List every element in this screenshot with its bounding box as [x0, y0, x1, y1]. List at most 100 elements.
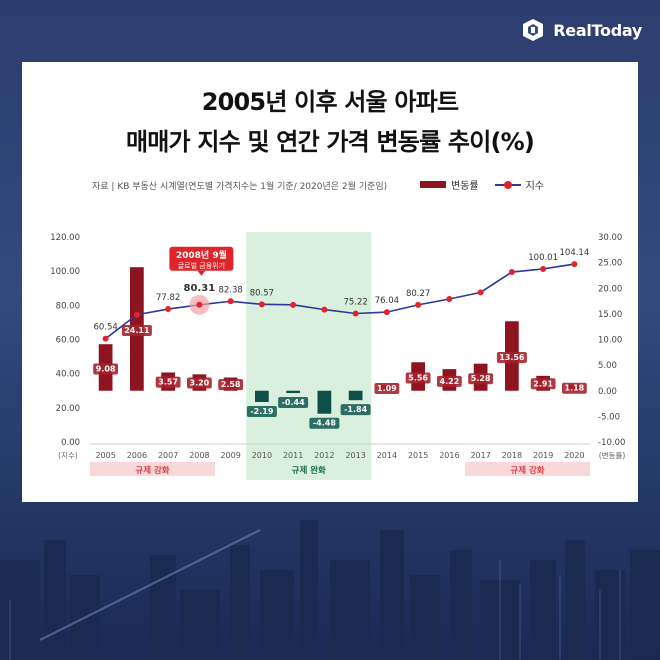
y-left-tick-label: 100.00 [50, 267, 80, 277]
brand-logo-icon [523, 19, 544, 41]
bar-value-label: 2.91 [533, 379, 553, 388]
index-point-2011 [290, 301, 297, 308]
x-tick-label: 2020 [564, 451, 584, 460]
index-point-2020 [571, 261, 578, 268]
index-point-2007 [165, 306, 172, 313]
legend: 변동률 지수 [420, 177, 544, 192]
index-point-2014 [383, 309, 390, 316]
x-tick-label: 2005 [95, 451, 115, 460]
bar-value-label: 3.20 [190, 379, 210, 388]
legend-line-swatch [494, 180, 521, 190]
index-point-2019 [540, 265, 547, 272]
legend-bar-swatch [420, 181, 446, 188]
index-point-2009 [227, 298, 234, 305]
chart-title: 2005년 이후 서울 아파트 매매가 지수 및 연간 가격 변동률 추이(%) [22, 82, 638, 162]
index-value-label: 80.31 [184, 283, 216, 294]
index-line [105, 263, 575, 340]
y-left-tick-label: 60.00 [56, 336, 80, 346]
x-tick-label: 2015 [408, 451, 428, 460]
legend-item-line: 지수 [494, 177, 544, 192]
index-value-label: 80.27 [406, 289, 430, 299]
period-label-1: 규제 완화 [292, 465, 326, 476]
bar-label-bg [186, 377, 212, 389]
annotation-box [169, 246, 234, 271]
bar-label-bg [405, 372, 431, 384]
x-tick-label: 2006 [127, 451, 147, 460]
bar-label-bg [246, 405, 277, 417]
bar-value-label: 2.58 [221, 380, 241, 389]
x-tick-label: 2009 [220, 451, 240, 460]
bar-value-label: 9.08 [96, 364, 116, 373]
y-right-tick-label: 15.00 [598, 310, 622, 320]
x-tick-label: 2018 [502, 451, 522, 460]
y-right-tick-label: -5.00 [598, 412, 620, 422]
index-point-2008 [196, 301, 203, 308]
bar-label-bg [374, 382, 400, 394]
chart-title-line2: 매매가 지수 및 연간 가격 변동률 추이(%) [125, 128, 535, 156]
period-strip-2 [465, 462, 590, 476]
index-point-2013 [352, 310, 359, 317]
bar-value-label: -0.44 [282, 398, 305, 407]
annotation-line2: 글로벌 금융위기 [178, 261, 225, 270]
bar-value-label: -1.84 [344, 405, 367, 414]
x-tick-label: 2008 [189, 451, 209, 460]
bar-label-bg [155, 376, 181, 388]
index-value-label: 77.82 [156, 293, 180, 303]
x-tick-label: 2012 [314, 451, 334, 460]
index-value-label: 75.22 [343, 297, 367, 307]
y-right-tick-label: 25.00 [598, 259, 622, 269]
x-tick-label: 2014 [377, 451, 397, 460]
index-point-2006 [133, 311, 140, 318]
bar-label-bg [121, 324, 152, 336]
bar-value-label: 4.22 [440, 377, 460, 386]
bar-value-label: -2.19 [250, 407, 273, 416]
bar-label-bg [496, 352, 527, 364]
index-point-2015 [415, 301, 422, 308]
index-value-label: 80.57 [250, 288, 274, 298]
period-strip-0 [90, 462, 215, 476]
bar-2010 [255, 390, 269, 402]
bar-value-label: -4.48 [313, 419, 336, 428]
chart-title-line1: 2005년 이후 서울 아파트 [201, 88, 459, 116]
y-right-tick-label: 20.00 [598, 284, 622, 294]
x-tick-label: 2011 [283, 451, 303, 460]
bar-label-bg [278, 397, 309, 409]
y-left-tick-label: 120.00 [50, 233, 80, 243]
bar-value-label: 1.09 [377, 384, 397, 393]
index-point-2017 [477, 289, 484, 296]
y-right-tick-label: 5.00 [598, 361, 617, 371]
bar-value-label: 5.28 [471, 374, 491, 383]
bar-2013 [348, 390, 363, 401]
x-tick-label: 2007 [158, 451, 178, 460]
y-left-tick-label: 0.00 [61, 438, 80, 448]
period-band-1 [246, 232, 372, 480]
bar-label-bg [340, 404, 371, 416]
x-tick-label: 2019 [533, 451, 553, 460]
bar-label-bg [530, 378, 556, 390]
index-value-label: 104.14 [560, 248, 590, 258]
source-note: 자료 | KB 부동산 시계열(연도별 가격지수는 1월 기준/ 2020년은 … [92, 182, 388, 192]
y-right-tick-label: 30.00 [598, 233, 622, 243]
chart: 0.00 20.00 40.00 60.00 80.00 100.00 120.00 -10.… [50, 232, 626, 480]
bar-2012 [317, 390, 332, 414]
y-left-tick-label: 40.00 [56, 370, 80, 380]
annotation-pointer [197, 270, 206, 276]
index-value-label: 76.04 [375, 296, 399, 306]
index-value-label: 60.54 [93, 323, 117, 333]
x-tick-label: 2017 [470, 451, 490, 460]
y-right-axis-label: (변동률) [599, 451, 626, 460]
bar-2011 [286, 390, 300, 394]
index-point-2018 [508, 269, 515, 276]
bar-label-bg [436, 375, 462, 387]
brand-name: RealToday [553, 20, 642, 40]
y-right-tick-label: -10.00 [598, 438, 625, 448]
bar-label-bg [561, 382, 587, 394]
y-left-tick-label: 20.00 [56, 404, 80, 414]
bar-value-label: 5.56 [408, 374, 428, 383]
y-right-tick-label: 0.00 [598, 387, 617, 397]
y-left-tick-label: 80.00 [56, 301, 80, 311]
annotation-line1: 2008년 9월 [176, 249, 227, 261]
bar-value-label: 13.56 [499, 353, 525, 362]
index-point-2016 [446, 296, 453, 303]
legend-item-bar: 변동률 [420, 177, 479, 192]
